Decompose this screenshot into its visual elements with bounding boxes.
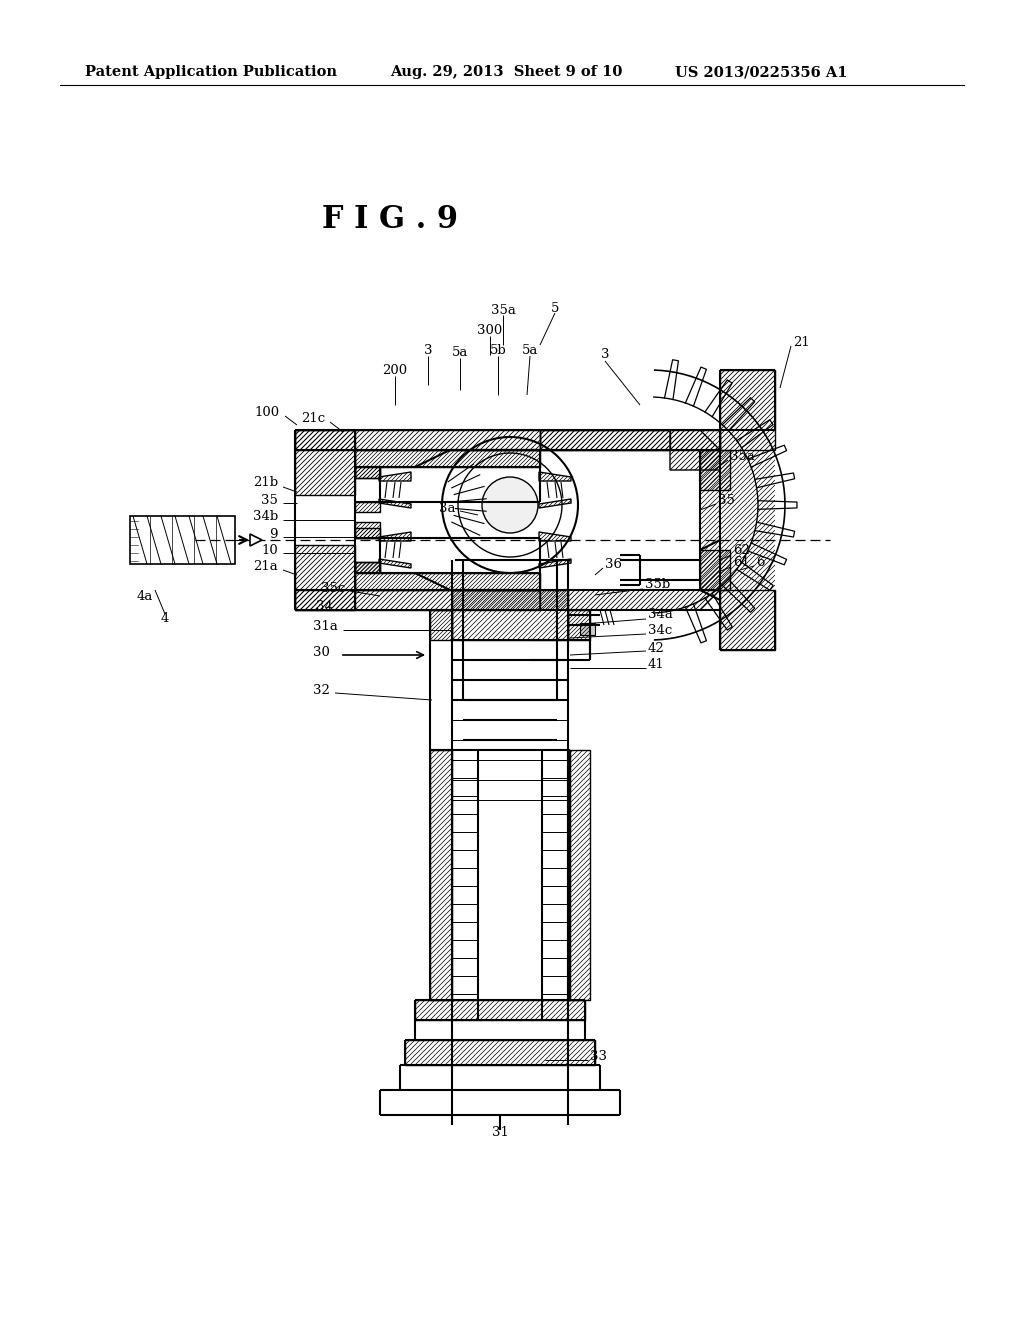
Text: 5a: 5a — [522, 343, 539, 356]
Text: Patent Application Publication: Patent Application Publication — [85, 65, 337, 79]
Text: 35: 35 — [261, 494, 278, 507]
Bar — [580, 623, 595, 635]
Text: 9: 9 — [269, 528, 278, 540]
Text: 21c: 21c — [301, 412, 325, 425]
Text: 30: 30 — [313, 645, 330, 659]
Text: 3: 3 — [424, 343, 432, 356]
Text: 32: 32 — [313, 684, 330, 697]
Text: 62: 62 — [733, 544, 750, 557]
Text: 300: 300 — [477, 323, 503, 337]
Text: 3: 3 — [601, 348, 609, 362]
Polygon shape — [250, 535, 262, 546]
Text: 34: 34 — [316, 601, 333, 614]
Text: 33: 33 — [590, 1051, 607, 1064]
Text: 5: 5 — [551, 301, 559, 314]
Text: F I G . 9: F I G . 9 — [322, 205, 458, 235]
Bar — [130, 516, 234, 564]
Text: 100: 100 — [255, 405, 280, 418]
Text: 200: 200 — [382, 363, 408, 376]
Text: 4a: 4a — [137, 590, 154, 602]
Text: 36: 36 — [605, 558, 622, 572]
Text: 35c: 35c — [321, 582, 345, 594]
Text: 35: 35 — [718, 494, 735, 507]
Text: 5b: 5b — [489, 343, 507, 356]
Text: 5a: 5a — [452, 346, 468, 359]
Text: 4: 4 — [161, 611, 169, 624]
Text: 35a: 35a — [490, 304, 515, 317]
Text: 61: 61 — [733, 557, 750, 569]
Text: US 2013/0225356 A1: US 2013/0225356 A1 — [675, 65, 848, 79]
Text: Aug. 29, 2013  Sheet 9 of 10: Aug. 29, 2013 Sheet 9 of 10 — [390, 65, 623, 79]
Text: 34c: 34c — [648, 623, 672, 636]
Circle shape — [482, 477, 538, 533]
Text: 35b: 35b — [645, 578, 671, 591]
Text: 42: 42 — [648, 642, 665, 655]
Text: 21: 21 — [793, 335, 810, 348]
Text: 31a: 31a — [313, 620, 338, 634]
Text: 21b: 21b — [253, 477, 278, 490]
Text: 21a: 21a — [253, 561, 278, 573]
Text: 34b: 34b — [253, 511, 278, 524]
Text: 31: 31 — [492, 1126, 509, 1138]
Text: 6: 6 — [756, 556, 765, 569]
Text: 34a: 34a — [648, 609, 673, 622]
Text: 10: 10 — [261, 544, 278, 557]
Text: 41: 41 — [648, 659, 665, 672]
Text: 35a: 35a — [730, 450, 755, 462]
Text: 3a: 3a — [438, 502, 455, 515]
